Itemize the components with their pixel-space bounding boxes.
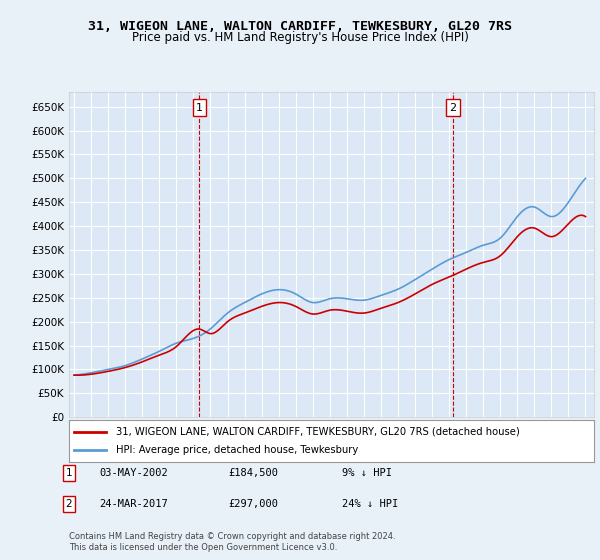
Text: 31, WIGEON LANE, WALTON CARDIFF, TEWKESBURY, GL20 7RS (detached house): 31, WIGEON LANE, WALTON CARDIFF, TEWKESB… <box>116 427 520 437</box>
Text: 03-MAY-2002: 03-MAY-2002 <box>99 468 168 478</box>
Text: 2: 2 <box>65 499 73 509</box>
Text: 24% ↓ HPI: 24% ↓ HPI <box>342 499 398 509</box>
Text: HPI: Average price, detached house, Tewkesbury: HPI: Average price, detached house, Tewk… <box>116 445 359 455</box>
Text: £297,000: £297,000 <box>228 499 278 509</box>
Text: 31, WIGEON LANE, WALTON CARDIFF, TEWKESBURY, GL20 7RS: 31, WIGEON LANE, WALTON CARDIFF, TEWKESB… <box>88 20 512 32</box>
Text: 9% ↓ HPI: 9% ↓ HPI <box>342 468 392 478</box>
Text: 1: 1 <box>196 102 203 113</box>
Text: 1: 1 <box>65 468 73 478</box>
Text: 24-MAR-2017: 24-MAR-2017 <box>99 499 168 509</box>
Text: Price paid vs. HM Land Registry's House Price Index (HPI): Price paid vs. HM Land Registry's House … <box>131 31 469 44</box>
Text: 2: 2 <box>449 102 457 113</box>
Text: £184,500: £184,500 <box>228 468 278 478</box>
Text: Contains HM Land Registry data © Crown copyright and database right 2024.
This d: Contains HM Land Registry data © Crown c… <box>69 532 395 552</box>
